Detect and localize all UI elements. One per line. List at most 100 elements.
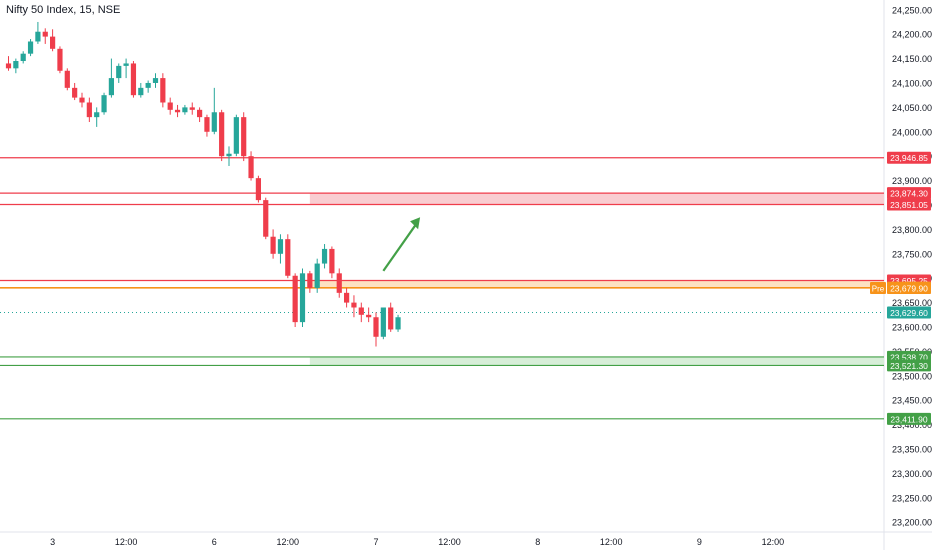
candle-body	[277, 239, 284, 254]
candle-body	[5, 63, 12, 69]
candle-body	[50, 36, 56, 49]
candle-body	[292, 275, 298, 323]
price-label: 23,629.60	[890, 308, 928, 318]
candle-body	[211, 112, 217, 132]
y-tick-label: 24,000.00	[892, 127, 932, 137]
price-label: 23,521.30	[890, 361, 928, 371]
price-label: 23,946.85	[890, 153, 928, 163]
y-tick-label: 23,300.00	[892, 469, 932, 479]
x-tick-label: 7	[373, 537, 378, 547]
candle-body	[20, 53, 26, 62]
candle-body	[329, 248, 335, 274]
y-tick-label: 24,100.00	[892, 78, 932, 88]
price-label-bg	[887, 282, 931, 295]
price-label-bg	[887, 359, 931, 372]
y-tick-label: 23,750.00	[892, 249, 932, 259]
candle-body	[351, 302, 357, 308]
prev-close-tag: Pre	[872, 285, 885, 294]
x-tick-label: 3	[50, 537, 55, 547]
candle-body	[72, 87, 78, 98]
candle-body	[42, 31, 48, 37]
y-tick-label: 24,250.00	[892, 5, 932, 15]
y-tick-label: 23,250.00	[892, 493, 932, 503]
y-tick-label: 23,650.00	[892, 298, 932, 308]
y-tick-label: 23,800.00	[892, 225, 932, 235]
candle-body	[233, 117, 239, 154]
candle-body	[101, 95, 107, 113]
candle-body	[380, 307, 386, 337]
candle-body	[358, 307, 364, 315]
candle-body	[145, 82, 151, 88]
candle-body	[241, 117, 247, 157]
candle-body	[388, 307, 394, 330]
price-label: 23,874.30	[890, 189, 928, 199]
chart-title: Nifty 50 Index, 15, NSE	[6, 4, 121, 16]
candle-body	[197, 109, 203, 118]
x-tick-label: 12:00	[762, 537, 785, 547]
candle-body	[116, 65, 122, 79]
candle-body	[336, 273, 342, 293]
candle-body	[79, 97, 85, 103]
candle-body	[174, 109, 181, 113]
y-tick-label: 24,200.00	[892, 30, 932, 40]
candle-body	[263, 200, 269, 237]
x-tick-label: 12:00	[115, 537, 138, 547]
candle-body	[189, 107, 195, 110]
price-label-bg	[887, 198, 931, 211]
y-tick-label: 23,600.00	[892, 323, 932, 333]
candle-body	[270, 236, 276, 254]
prev-close-tag-bg	[870, 282, 886, 295]
candle-body	[321, 248, 328, 264]
candle-body	[285, 239, 291, 276]
trend-arrow-head	[410, 217, 421, 230]
y-tick-label: 23,400.00	[892, 420, 932, 430]
y-tick-label: 24,150.00	[892, 54, 932, 64]
price-label: 23,695.25	[890, 276, 928, 286]
zone-zone_red	[309, 193, 885, 205]
candle-body	[138, 87, 144, 96]
candle-body	[167, 102, 173, 110]
candle-body	[152, 78, 159, 83]
candle-body	[226, 153, 232, 157]
candle-body	[307, 273, 313, 288]
price-label: 23,538.70	[890, 352, 928, 362]
y-tick-label: 23,200.00	[892, 518, 932, 528]
candle-body	[182, 107, 188, 113]
candle-body	[123, 63, 129, 66]
price-label: 23,679.90	[890, 284, 928, 294]
candle-body	[344, 292, 350, 303]
zone-zone_orange	[309, 280, 885, 289]
price-label: 23,411.90	[890, 414, 927, 424]
candle-body	[130, 63, 137, 96]
y-tick-label: 23,350.00	[892, 445, 932, 455]
candle-body	[373, 317, 379, 337]
candle-body	[108, 78, 114, 96]
candle-body	[94, 112, 100, 118]
candle-body	[27, 41, 34, 54]
candle-body	[13, 61, 19, 69]
zone-zone_green	[309, 356, 885, 366]
candle-body	[57, 48, 63, 71]
x-tick-label: 12:00	[277, 537, 300, 547]
candle-body	[366, 314, 372, 318]
candle-body	[160, 78, 166, 103]
candle-body	[64, 70, 70, 88]
price-label: 23,851.05	[890, 200, 928, 210]
y-tick-label: 23,450.00	[892, 396, 932, 406]
x-tick-label: 8	[535, 537, 540, 547]
y-tick-label: 23,500.00	[892, 371, 932, 381]
y-tick-label: 23,900.00	[892, 176, 932, 186]
price-label-bg	[887, 412, 931, 425]
price-label-bg	[887, 306, 931, 319]
y-tick-label: 24,050.00	[892, 103, 932, 113]
candle-body	[248, 156, 254, 179]
x-tick-label: 12:00	[600, 537, 623, 547]
candle-body	[219, 112, 225, 157]
candle-body	[35, 31, 41, 42]
candle-body	[314, 263, 320, 288]
price-label-bg	[887, 151, 931, 164]
candle-body	[395, 317, 401, 330]
x-tick-label: 9	[697, 537, 702, 547]
x-tick-label: 6	[212, 537, 217, 547]
